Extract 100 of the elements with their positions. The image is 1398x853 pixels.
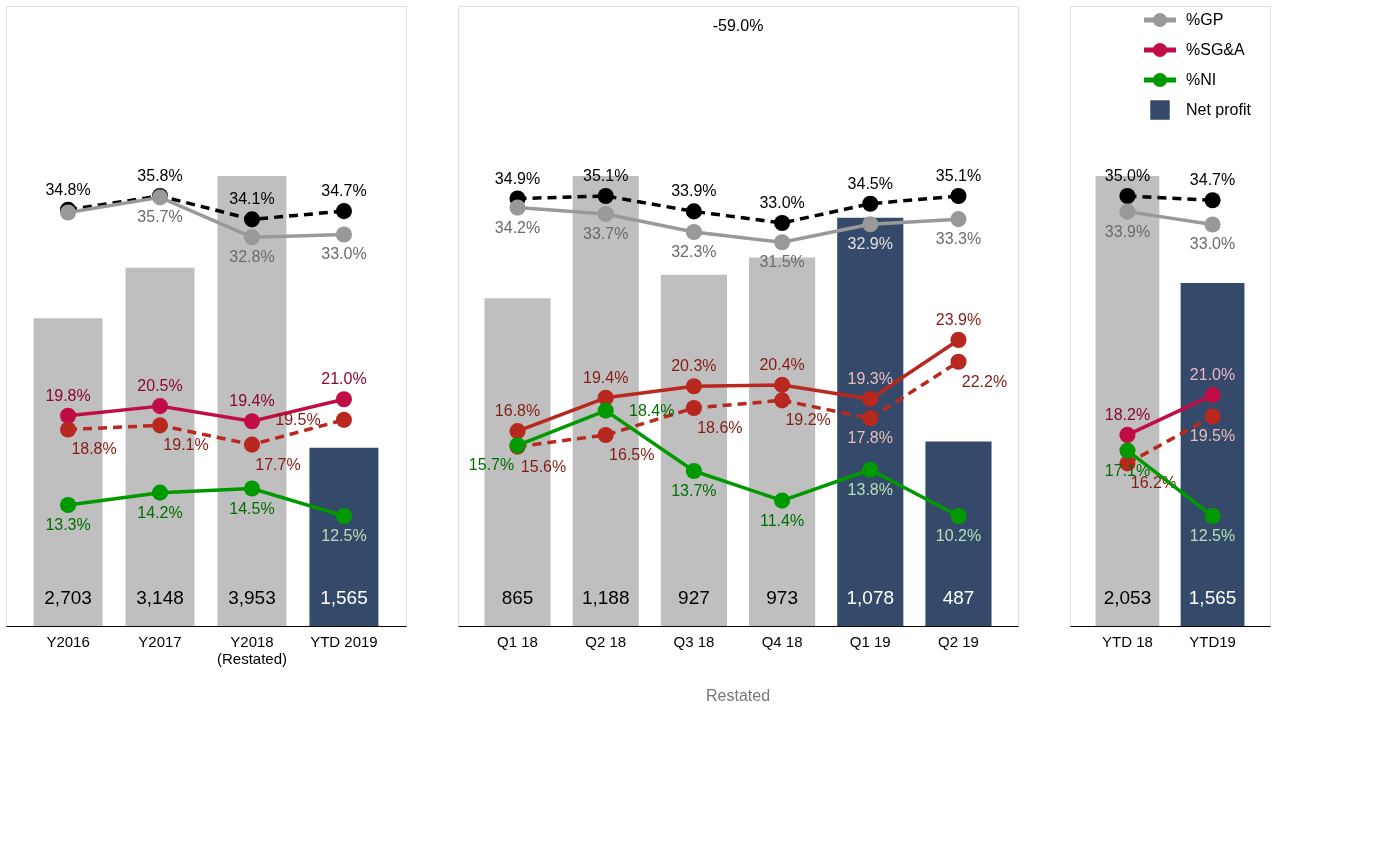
data-label: 14.5%	[229, 499, 275, 517]
point	[1204, 507, 1221, 525]
data-label: 33.9%	[671, 182, 717, 200]
data-label: 20.3%	[671, 357, 717, 375]
point	[60, 496, 77, 514]
point	[335, 391, 352, 408]
data-label: 19.5%	[275, 410, 321, 428]
point	[335, 203, 352, 220]
point	[774, 234, 791, 251]
data-label: 13.7%	[671, 482, 717, 500]
data-label: 20.4%	[759, 355, 805, 373]
data-label: 12.5%	[1189, 527, 1236, 544]
bar	[837, 217, 904, 626]
x-tick-label: YTD19	[1189, 632, 1236, 650]
data-label: 11.4%	[760, 511, 805, 529]
data-label: 19.2%	[785, 411, 831, 429]
legend-label: %SG&A	[1186, 41, 1246, 58]
x-tick-label: Y2016	[46, 632, 90, 650]
data-label: 34.7%	[1189, 171, 1236, 189]
point	[151, 417, 169, 434]
x-tick-label: Y2018 (Restated)	[216, 632, 287, 667]
data-label: 33.7%	[583, 224, 629, 242]
legend-label: Net profit	[1186, 101, 1252, 118]
data-label: 34.8%	[45, 180, 91, 198]
point	[862, 461, 879, 478]
point	[509, 199, 526, 216]
data-label: 927	[678, 587, 710, 608]
data-label: 18.4%	[629, 401, 675, 419]
data-label: 34.7%	[321, 182, 367, 200]
point	[950, 211, 967, 228]
point	[243, 229, 261, 246]
point	[685, 400, 702, 417]
point	[335, 226, 352, 243]
point	[335, 411, 352, 428]
data-label: 35.1%	[583, 167, 629, 184]
bar	[309, 447, 379, 626]
text: -59.0%	[712, 17, 764, 34]
x-tick-label: Q1 18	[497, 632, 538, 650]
data-label: 19.5%	[1189, 427, 1236, 445]
data-label: 33.0%	[1189, 235, 1236, 253]
point	[151, 484, 169, 501]
point	[1119, 442, 1136, 459]
data-label: 34.5%	[847, 174, 893, 192]
data-label: 19.1%	[163, 436, 209, 454]
data-label: 21.0%	[321, 370, 367, 388]
data-label: 33.0%	[321, 245, 367, 263]
data-label: 16.8%	[494, 402, 541, 420]
x-tick-label: YTD 2019	[310, 632, 378, 650]
point	[597, 402, 614, 419]
data-label: 35.7%	[137, 208, 183, 226]
data-label: 14.2%	[137, 503, 183, 521]
point	[862, 195, 879, 212]
data-label: 35.0%	[1104, 167, 1151, 184]
point	[597, 187, 614, 205]
data-label: 13.3%	[45, 516, 91, 534]
data-label: 2,053	[1103, 587, 1152, 608]
point	[862, 410, 879, 427]
data-label: 32.9%	[847, 235, 893, 253]
point	[774, 392, 791, 409]
point	[1204, 192, 1221, 209]
point	[950, 353, 967, 370]
data-label: 34.9%	[494, 169, 541, 187]
point	[243, 480, 261, 497]
data-label: 19.4%	[229, 392, 275, 410]
data-label: 487	[942, 587, 975, 608]
data-label: 2,703	[44, 587, 92, 608]
point	[862, 391, 879, 408]
data-label: 32.3%	[671, 242, 717, 260]
data-label: 3,953	[228, 587, 276, 608]
data-label: 34.1%	[229, 190, 275, 208]
x-tick-label: Y2017	[138, 632, 182, 650]
point	[335, 507, 352, 525]
data-label: 17.7%	[255, 455, 301, 473]
data-label: 20.5%	[137, 377, 183, 395]
point	[151, 398, 169, 415]
point	[950, 187, 967, 205]
point	[685, 203, 702, 220]
point	[243, 436, 261, 453]
data-label: 23.9%	[935, 310, 982, 328]
bar	[925, 441, 992, 626]
data-label: 18.2%	[1104, 405, 1151, 423]
point	[597, 426, 614, 444]
point	[950, 507, 967, 525]
data-label: 10.2%	[935, 527, 982, 544]
data-label: 15.7%	[468, 456, 515, 474]
data-label: 15.6%	[520, 457, 567, 475]
point	[243, 211, 261, 228]
x-tick-label: Q2 18	[585, 632, 627, 650]
point	[685, 462, 702, 480]
point	[685, 223, 702, 241]
data-label: 1,078	[846, 587, 895, 608]
data-label: 21.0%	[1189, 366, 1236, 384]
data-label: 1,188	[581, 587, 630, 608]
data-label: 865	[501, 587, 534, 608]
data-label: 16.5%	[609, 446, 655, 464]
data-label: 33.9%	[1104, 222, 1151, 240]
text: Restated	[705, 687, 771, 704]
data-label: 1,565	[1188, 587, 1237, 608]
data-label: 22.2%	[961, 372, 1008, 390]
x-tick-label: YTD 18	[1102, 632, 1153, 650]
